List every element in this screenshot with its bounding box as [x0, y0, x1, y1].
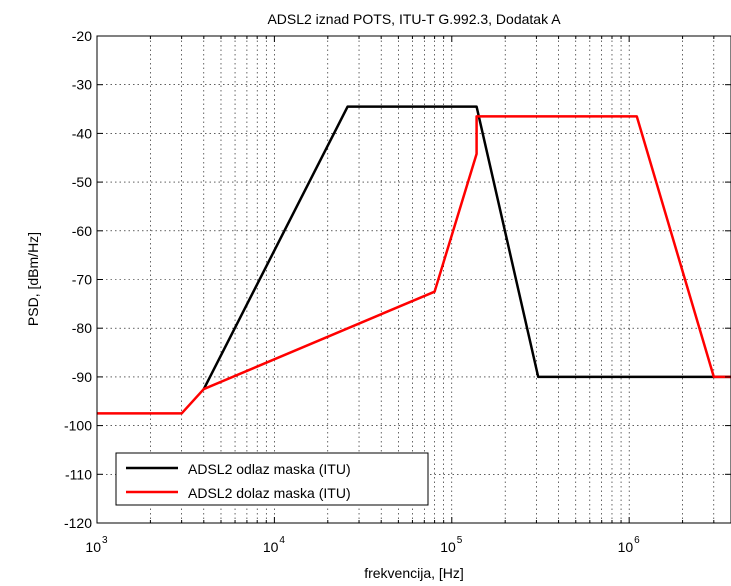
y-tick-label: -50 [72, 174, 92, 190]
x-tick-label-exponent: 5 [457, 535, 463, 546]
x-axis-label: frekvencija, [Hz] [364, 565, 464, 581]
y-tick-label: -20 [72, 28, 92, 44]
y-tick-label: -70 [72, 272, 92, 288]
x-tick-label-exponent: 6 [634, 535, 640, 546]
y-tick-label: -40 [72, 125, 92, 141]
y-tick-label: -100 [64, 418, 92, 434]
x-tick-label-exponent: 4 [279, 535, 285, 546]
x-tick-label-base: 10 [440, 539, 456, 555]
y-tick-label: -120 [64, 515, 92, 531]
y-tick-label: -30 [72, 77, 92, 93]
x-tick-label-exponent: 3 [102, 535, 108, 546]
chart-title: ADSL2 iznad POTS, ITU-T G.992.3, Dodatak… [267, 11, 561, 27]
y-axis-label: PSD, [dBm/Hz] [25, 232, 41, 326]
legend: ADSL2 odlaz maska (ITU) ADSL2 dolaz mask… [116, 453, 428, 505]
legend-label-downlink: ADSL2 dolaz maska (ITU) [188, 485, 351, 501]
legend-label-uplink: ADSL2 odlaz maska (ITU) [188, 461, 351, 477]
x-tick-label-base: 10 [263, 539, 279, 555]
x-tick-label-base: 10 [85, 539, 101, 555]
y-tick-label: -60 [72, 223, 92, 239]
y-tick-label: -110 [65, 466, 92, 482]
y-tick-label: -80 [72, 320, 92, 336]
y-tick-label: -90 [72, 369, 92, 385]
x-tick-label-base: 10 [618, 539, 634, 555]
